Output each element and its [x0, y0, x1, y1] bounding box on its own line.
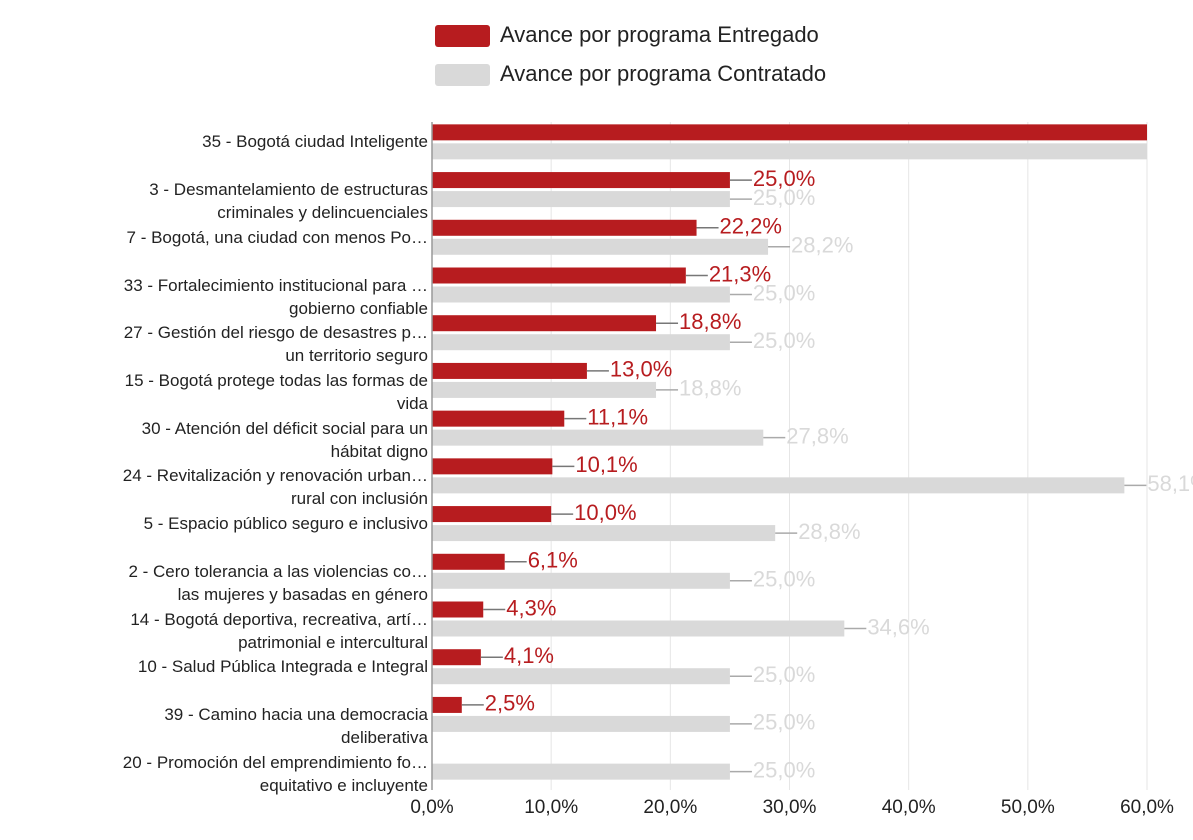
bar	[432, 191, 730, 208]
bar	[432, 506, 552, 523]
bar	[432, 649, 481, 666]
y-tick-label: 27 - Gestión del riesgo de desastres p… …	[123, 323, 428, 366]
legend-label: Avance por programa Entregado	[500, 22, 819, 47]
x-tick-label: 10,0%	[524, 797, 578, 818]
bar	[432, 458, 553, 475]
y-tick-label: 14 - Bogotá deportiva, recreativa, artí……	[130, 609, 428, 652]
value-label: 34,6%	[867, 614, 929, 639]
value-label: 10,1%	[575, 452, 637, 477]
y-tick-label: 30 - Atención del déficit social para un…	[141, 418, 428, 461]
x-tick-label: 0,0%	[410, 797, 453, 818]
bar	[432, 362, 587, 379]
value-label: 25,0%	[753, 567, 815, 592]
bar	[432, 172, 730, 189]
y-tick-label: 35 - Bogotá ciudad Inteligente	[202, 132, 428, 152]
bar	[432, 620, 845, 637]
value-label: 25,0%	[753, 185, 815, 210]
bar	[432, 696, 462, 713]
value-label: 28,8%	[798, 519, 860, 544]
value-label: 4,3%	[506, 595, 556, 620]
bar	[432, 381, 657, 398]
bar	[432, 286, 730, 303]
value-label: 18,8%	[679, 309, 741, 334]
y-tick-label: 39 - Camino hacia una democracia deliber…	[164, 704, 428, 747]
bar	[432, 553, 505, 570]
legend-swatch	[435, 25, 490, 47]
y-tick-label: 20 - Promoción del emprendimiento fo… eq…	[122, 752, 428, 795]
bar	[432, 429, 764, 446]
y-tick-label: 2 - Cero tolerancia a las violencias co……	[128, 561, 428, 604]
x-tick-label: 40,0%	[882, 797, 936, 818]
value-label: 21,3%	[709, 261, 771, 286]
y-tick-label: 7 - Bogotá, una ciudad con menos Po…	[126, 227, 428, 247]
bar	[432, 143, 1147, 160]
x-tick-label: 30,0%	[763, 797, 817, 818]
value-label: 22,2%	[720, 214, 782, 239]
value-label: 18,8%	[679, 376, 741, 401]
value-label: 25,0%	[753, 662, 815, 687]
value-label: 13,0%	[610, 357, 672, 382]
value-label: 25,0%	[753, 328, 815, 353]
bar	[432, 267, 686, 284]
x-tick-label: 50,0%	[1001, 797, 1055, 818]
value-label: 25,0%	[753, 710, 815, 735]
bar	[432, 715, 730, 732]
y-tick-label: 33 - Fortalecimiento institucional para …	[123, 275, 428, 318]
value-label: 6,1%	[528, 548, 578, 573]
value-label: 58,1%	[1147, 471, 1193, 496]
y-tick-label: 3 - Desmantelamiento de estructuras crim…	[149, 180, 428, 223]
bar	[432, 601, 484, 618]
bar	[432, 525, 776, 542]
value-label: 25,0%	[753, 280, 815, 305]
y-tick-label: 10 - Salud Pública Integrada e Integral	[137, 657, 428, 677]
x-tick-label: 60,0%	[1120, 797, 1174, 818]
y-tick-label: 5 - Espacio público seguro e inclusivo	[143, 514, 428, 534]
legend-swatch	[435, 64, 490, 86]
value-label: 27,8%	[786, 423, 848, 448]
value-label: 10,0%	[574, 500, 636, 525]
value-label: 11,1%	[587, 404, 648, 429]
bar	[432, 410, 565, 427]
bar	[432, 219, 697, 236]
value-label: 25,0%	[753, 166, 815, 191]
legend-label: Avance por programa Contratado	[500, 61, 826, 86]
bar	[432, 763, 730, 780]
value-label: 4,1%	[504, 643, 554, 668]
bar	[432, 668, 730, 685]
value-label: 25,0%	[753, 757, 815, 782]
value-label: 28,2%	[791, 233, 853, 258]
bar	[432, 238, 769, 255]
y-tick-label: 15 - Bogotá protege todas las formas de …	[124, 370, 428, 413]
x-tick-label: 20,0%	[643, 797, 697, 818]
bar	[432, 315, 657, 332]
bar	[432, 334, 730, 351]
bar	[432, 477, 1125, 494]
bar	[432, 124, 1147, 141]
bar	[432, 572, 730, 589]
y-tick-label: 24 - Revitalización y renovación urban… …	[122, 466, 428, 509]
value-label: 2,5%	[485, 691, 535, 716]
